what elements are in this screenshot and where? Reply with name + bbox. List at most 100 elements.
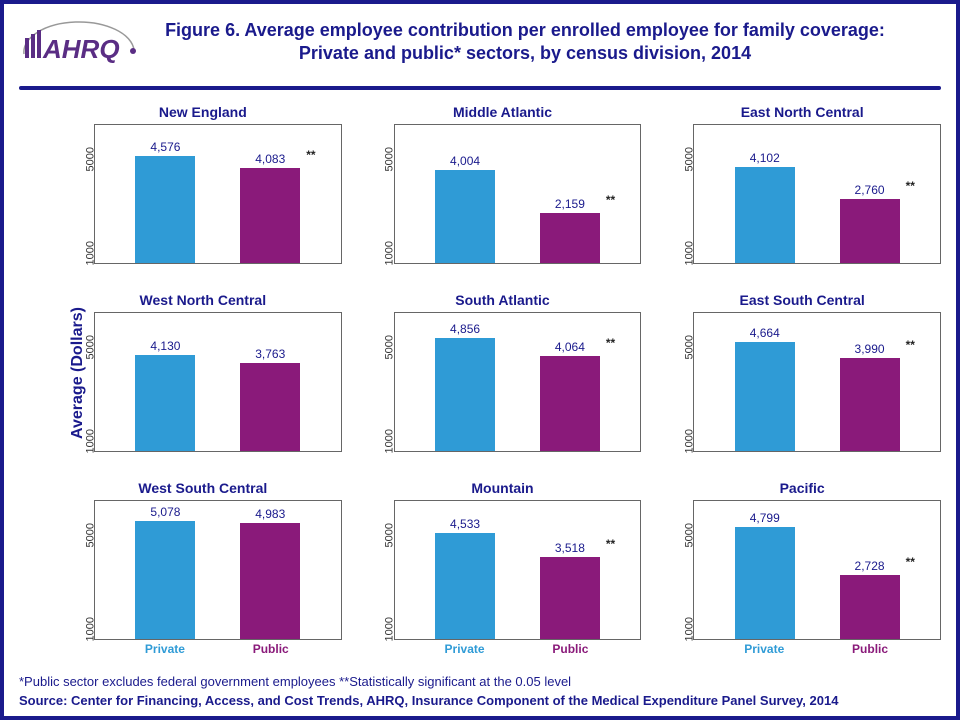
chart-area: Average (Dollars) New England100050004,5… [4,90,956,656]
y-axis: 10005000 [663,312,693,452]
bar-wrap: 2,159** [540,213,600,263]
bar-value-label: 4,664 [750,326,780,340]
bar-value-label: 4,130 [150,339,180,353]
plot-box: 4,799 2,728** [693,500,941,640]
panel-title: East North Central [663,104,941,120]
bar-wrap: 4,664 [735,342,795,451]
x-axis: Private Public [94,640,342,656]
bar-wrap: 4,083** [240,168,300,263]
bar-value-label: 4,064 [555,340,585,354]
panel-title: South Atlantic [364,292,642,308]
x-category-label: Public [540,642,600,656]
bar-private [735,167,795,263]
significance-marker: ** [306,148,315,162]
ahrq-logo: AHRQ [19,12,139,72]
bar-public [840,575,900,639]
plot-box: 4,102 2,760** [693,124,941,264]
footer: *Public sector excludes federal governme… [4,668,956,716]
y-axis: 10005000 [64,312,94,452]
chart-panel: New England100050004,5764,083** [64,104,342,280]
bar-public [840,199,900,263]
bar-private [735,342,795,451]
plot-box: 4,1303,763 [94,312,342,452]
figure-title: Figure 6. Average employee contribution … [149,19,941,66]
bar-value-label: 2,159 [555,197,585,211]
chart-panel: West North Central 100050004,1303,763 [64,292,342,468]
panel-title: West North Central [64,292,342,308]
bar-value-label: 4,983 [255,507,285,521]
chart-panel: West South Central100050005,0784,983Priv… [64,480,342,656]
svg-text:AHRQ: AHRQ [42,34,120,64]
bar-wrap: 2,728** [840,575,900,639]
panel-title: Middle Atlantic [364,104,642,120]
bar-private [135,156,195,263]
footnote: *Public sector excludes federal governme… [19,674,941,689]
chart-panel: East North Central 10005000 4,102 2,760** [663,104,941,280]
bar-public [540,213,600,263]
panel-title: West South Central [64,480,342,496]
bar-value-label: 4,799 [750,511,780,525]
bar-public [540,356,600,451]
chart-panel: Pacific 10005000 4,799 2,728** Private Public [663,480,941,656]
significance-marker: ** [606,336,615,350]
bar-value-label: 4,102 [750,151,780,165]
panel-grid: New England100050004,5764,083**Middle At… [64,104,941,656]
bar-wrap: 4,004 [435,170,495,263]
bar-public [240,168,300,263]
bar-wrap: 4,799 [735,527,795,639]
plot-row: 100050005,0784,983 [64,500,342,640]
bar-private [135,521,195,639]
significance-marker: ** [906,179,915,193]
bar-value-label: 4,004 [450,154,480,168]
bar-private [735,527,795,639]
bar-wrap: 3,990** [840,358,900,451]
panel-title: Mountain [364,480,642,496]
plot-row: 100050004,6643,990** [663,312,941,452]
plot-row: 100050004,5764,083** [64,124,342,264]
panel-title: Pacific [663,480,941,496]
y-axis: 10005000 [364,124,394,264]
x-category-label: Public [840,642,900,656]
bar-private [435,338,495,451]
bar-wrap: 4,576 [135,156,195,263]
x-category-label: Private [135,642,195,656]
y-axis: 10005000 [364,500,394,640]
x-axis: Private Public [394,640,642,656]
plot-box: 4,6643,990** [693,312,941,452]
bar-wrap: 2,760** [840,199,900,263]
bar-value-label: 3,990 [855,342,885,356]
plot-row: 100050004,1303,763 [64,312,342,452]
figure-frame: AHRQ Figure 6. Average employee contribu… [0,0,960,720]
bar-private [435,170,495,263]
plot-box: 4,856 4,064 ** [394,312,642,452]
bar-wrap: 4,130 [135,355,195,451]
bar-wrap: 4,102 [735,167,795,263]
bar-value-label: 4,533 [450,517,480,531]
source-line: Source: Center for Financing, Access, an… [19,693,941,708]
bar-wrap: 4,533 [435,533,495,639]
x-category-label: Public [241,642,301,656]
bar-value-label: 2,728 [855,559,885,573]
bar-wrap: 4,983 [240,523,300,639]
bar-value-label: 5,078 [150,505,180,519]
x-category-label: Private [435,642,495,656]
plot-box: 4,004 2,159** [394,124,642,264]
y-axis: 10005000 [663,500,693,640]
bar-value-label: 3,518 [555,541,585,555]
bar-wrap: 3,518** [540,557,600,639]
x-category-label: Private [734,642,794,656]
bar-wrap: 4,856 [435,338,495,451]
plot-row: 10005000 4,004 2,159** [364,124,642,264]
plot-row: 10005000 4,533 3,518** [364,500,642,640]
bar-private [435,533,495,639]
chart-panel: South Atlantic 10005000 4,856 4,064 ** [364,292,642,468]
y-axis: 10005000 [364,312,394,452]
y-axis: 10005000 [663,124,693,264]
significance-marker: ** [906,338,915,352]
bar-value-label: 4,083 [255,152,285,166]
panel-title: New England [64,104,342,120]
plot-box: 4,533 3,518** [394,500,642,640]
bar-public [240,523,300,639]
header: AHRQ Figure 6. Average employee contribu… [4,4,956,86]
bar-wrap: 5,078 [135,521,195,639]
